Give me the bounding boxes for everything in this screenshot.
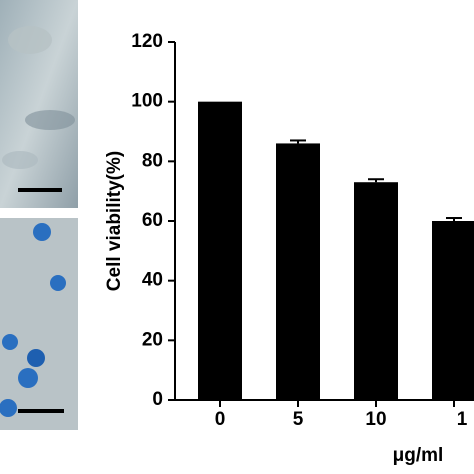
micrograph-bottom xyxy=(0,218,78,430)
y-tick-label: 120 xyxy=(131,31,163,52)
bar xyxy=(432,221,474,400)
x-tick-label: 10 xyxy=(365,409,386,430)
y-tick-label: 80 xyxy=(142,150,163,171)
y-tick-label: 0 xyxy=(152,389,163,410)
bar xyxy=(198,101,242,401)
y-tick-label: 60 xyxy=(142,210,163,231)
x-tick-label: 0 xyxy=(215,409,226,430)
y-tick-label: 20 xyxy=(142,329,163,350)
x-axis-label: μg/ml xyxy=(393,445,444,466)
micrograph-top xyxy=(0,0,78,208)
bar xyxy=(276,143,320,400)
y-tick-label: 100 xyxy=(131,91,163,112)
y-tick-label: 40 xyxy=(142,270,163,291)
x-tick-label: 5 xyxy=(293,409,304,430)
bar xyxy=(354,182,398,400)
y-axis-label: Cell viability(%) xyxy=(104,151,125,291)
x-tick-label: 1 xyxy=(457,409,468,430)
